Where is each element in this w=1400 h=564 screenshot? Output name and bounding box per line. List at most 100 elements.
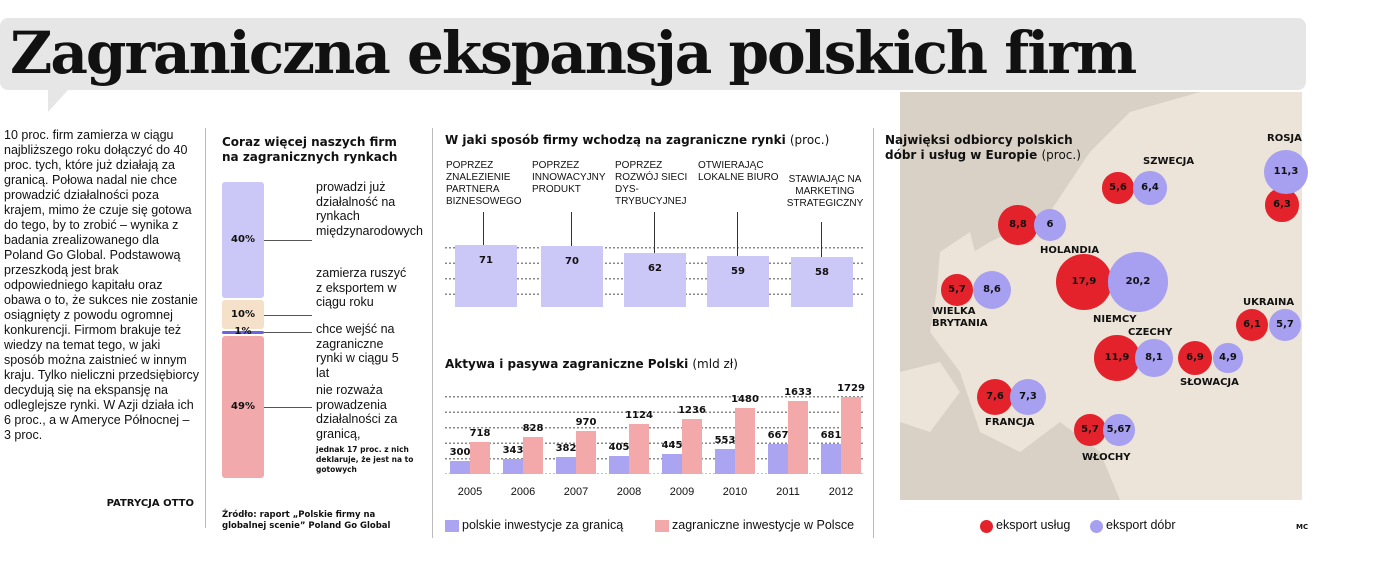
source: Źródło: raport „Polskie firmy na globaln… — [222, 510, 391, 531]
bar — [455, 245, 517, 307]
value-label: 5,6 — [1109, 182, 1127, 194]
bar — [503, 458, 523, 474]
legend-swatch — [445, 520, 459, 532]
value-label: 7,3 — [1019, 391, 1037, 403]
subtitle: (mld zł) — [692, 357, 738, 371]
category-label: STAWIAJĄC NA MARKETING STRATEGICZNY — [786, 174, 864, 209]
x-tick-label: 2007 — [563, 486, 589, 498]
chart-title: W jaki sposób firmy wchodzą na zagranicz… — [445, 133, 865, 148]
value-label: 1729 — [837, 383, 865, 395]
value-label: 667 — [767, 430, 789, 442]
bar — [715, 449, 735, 474]
bar — [682, 418, 702, 474]
bubble-tail — [48, 90, 68, 112]
bar-segment — [222, 182, 264, 298]
value-label: 62 — [648, 263, 662, 275]
connector — [264, 240, 312, 241]
country-label: FRANCJA — [985, 417, 1035, 428]
bubble: 6,4 — [1133, 171, 1167, 205]
author: PATRYCJA OTTO — [106, 498, 194, 509]
separator — [205, 128, 206, 528]
x-tick-label: 2005 — [457, 486, 483, 498]
connector — [654, 212, 655, 254]
credit: MC — [1296, 523, 1309, 531]
value-label: 5,7 — [948, 284, 966, 296]
x-tick-label: 2009 — [669, 486, 695, 498]
bubble: 17,9 — [1056, 254, 1112, 310]
value-label: 6,1 — [1243, 319, 1261, 331]
value-label: 6,9 — [1186, 352, 1204, 364]
connector — [483, 212, 484, 246]
value-label: 40% — [231, 234, 255, 245]
segment-label: zamierza ruszyć z eksportem w ciągu roku — [316, 266, 407, 309]
value-label: 382 — [555, 443, 577, 454]
value-label: 6,3 — [1273, 199, 1291, 211]
value-label: 8,1 — [1145, 352, 1163, 364]
bubble: 8,6 — [972, 270, 1012, 310]
country-label: HOLANDIA — [1040, 245, 1100, 256]
category-label: OTWIERAJĄC LOKALNE BIURO — [698, 160, 779, 183]
bar — [609, 455, 629, 474]
value-label: 70 — [565, 256, 579, 268]
value-label: 49% — [231, 400, 255, 412]
value-label: 1633 — [784, 387, 812, 399]
value-label: 718 — [469, 428, 491, 440]
chart-title: Aktywa i pasywa zagraniczne Polski (mld … — [445, 357, 865, 372]
connector — [264, 314, 312, 316]
x-tick-label: 2011 — [776, 486, 800, 498]
value-label: 20,2 — [1125, 276, 1151, 288]
country-label: WIELKA BRYTANIA — [932, 306, 988, 329]
category-label: POPRZEZ ROZWÓJ SIECI DYS-TRYBUCYJNEJ — [615, 160, 688, 207]
bar-segment — [222, 300, 264, 329]
legend-label: eksport dóbr — [1106, 518, 1176, 532]
bar — [450, 460, 470, 474]
connector — [264, 332, 312, 334]
bar — [523, 437, 543, 474]
bubble: 5,7 — [941, 274, 973, 306]
value-label: 10% — [231, 308, 255, 320]
title-text: Najwięksi odbiorcy polskich dóbr i usług… — [885, 133, 1073, 162]
value-label: 5,7 — [1276, 319, 1294, 331]
subtitle: (proc.) — [1041, 148, 1081, 162]
chart-title: Coraz więcej naszych firm na zagraniczny… — [222, 135, 412, 165]
value-label: 5,67 — [1106, 424, 1132, 436]
bubble: 7,3 — [1010, 379, 1046, 415]
note: jednak 17 proc. z nich deklaruje, że jes… — [316, 445, 414, 474]
bubble: 7,6 — [976, 378, 1014, 416]
bubble: 6,3 — [1265, 188, 1299, 222]
legend-label: zagraniczne inwestycje w Polsce — [672, 518, 855, 532]
connector — [737, 212, 738, 256]
value-label: 828 — [522, 423, 544, 435]
bar — [735, 408, 755, 474]
value-label: 58 — [815, 266, 829, 278]
article-text: 10 proc. firm zamierza w ciągu najbliższ… — [4, 128, 199, 442]
value-label: 681 — [820, 429, 842, 441]
bubble: 5,7 — [1269, 309, 1301, 341]
value-label: 300 — [449, 446, 471, 458]
bar-segment — [222, 335, 264, 478]
bar — [788, 401, 808, 474]
value-label: 4,9 — [1219, 352, 1237, 364]
value-label: 445 — [661, 440, 683, 452]
bubble: 5,7 — [1074, 414, 1106, 446]
bar — [821, 443, 841, 474]
country-label: NIEMCY — [1093, 314, 1137, 325]
value-label: 11,3 — [1273, 166, 1299, 178]
bubble: 20,2 — [1108, 252, 1168, 312]
value-label: 7,6 — [986, 391, 1004, 403]
value-label: 59 — [731, 265, 745, 277]
bubble: 5,6 — [1102, 172, 1134, 204]
value-label: 1480 — [731, 394, 759, 406]
title-text: Coraz więcej naszych firm na zagraniczny… — [222, 135, 398, 164]
bubble: 11,9 — [1094, 335, 1140, 381]
separator — [432, 128, 433, 538]
separator — [873, 128, 874, 538]
legend-swatch — [655, 520, 669, 532]
bubble: 6,9 — [1177, 340, 1213, 376]
value-label: 1236 — [678, 404, 706, 416]
value-label: 5,7 — [1081, 424, 1099, 436]
title-text: W jaki sposób firmy wchodzą na zagranicz… — [445, 133, 786, 147]
connector — [821, 222, 822, 257]
segment-label: chce wejść na zagraniczne rynki w ciągu … — [316, 322, 399, 380]
